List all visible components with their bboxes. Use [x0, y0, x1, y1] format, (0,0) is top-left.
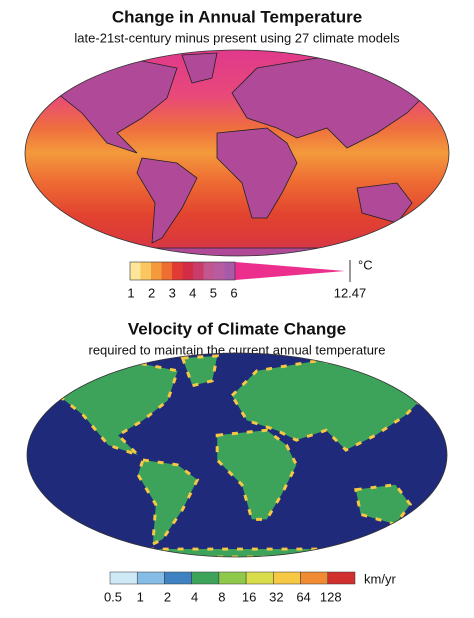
- colorbar-swatch: [191, 571, 220, 585]
- subtitle: required to maintain the current annual …: [88, 342, 385, 357]
- colorbar-swatch: [182, 262, 194, 280]
- colorbar-label: 64: [296, 589, 310, 604]
- colorbar-frame: [129, 261, 236, 281]
- colorbar-swatch: [161, 262, 173, 280]
- colorbar-swatch: [273, 571, 301, 585]
- colorbar-swatch: [214, 262, 225, 280]
- colorbar-swatch: [130, 262, 141, 280]
- colorbar-label: 12.47: [334, 285, 367, 300]
- title: Velocity of Climate Change: [128, 319, 346, 338]
- colorbar-swatch: [172, 262, 183, 280]
- velocity-map: [27, 353, 447, 557]
- colorbar-swatch: [218, 571, 247, 585]
- colorbar-label: 6: [230, 285, 237, 300]
- colorbar-swatch: [140, 262, 152, 280]
- colorbar-label: 8: [218, 589, 225, 604]
- colorbar-label: 16: [242, 589, 256, 604]
- colorbar-swatch: [164, 571, 192, 585]
- colorbar-label: 0.5: [104, 589, 122, 604]
- colorbar-swatch: [224, 262, 236, 280]
- map-outline: [26, 352, 448, 558]
- colorbar-label: 4: [191, 589, 198, 604]
- colorbar-swatch: [193, 262, 204, 280]
- colorbar-swatch: [136, 571, 165, 585]
- colorbar-swatch: [300, 571, 329, 585]
- colorbar-swatch: [327, 571, 356, 585]
- colorbar-label: 1: [127, 285, 134, 300]
- colorbar-label: 2: [148, 285, 155, 300]
- colorbar-unit: km/yr: [364, 571, 396, 586]
- colorbar-label: 128: [320, 589, 342, 604]
- colorbar-swatch: [245, 571, 274, 585]
- temperature-map: [25, 50, 449, 256]
- colorbar-label: 3: [169, 285, 176, 300]
- colorbar-label: 5: [210, 285, 217, 300]
- colorbar-label: 4: [189, 285, 196, 300]
- colorbar-label: 1: [137, 589, 144, 604]
- colorbar-swatch: [203, 262, 215, 280]
- colorbar-unit: °C: [358, 257, 373, 272]
- colorbar-swatch: [151, 262, 162, 280]
- colorbar-label: 32: [269, 589, 283, 604]
- colorbar-extension: [235, 262, 345, 280]
- subtitle: late-21st-century minus present using 27…: [74, 30, 400, 45]
- map-outline: [24, 49, 450, 257]
- colorbar-label: 2: [164, 589, 171, 604]
- colorbar-swatch: [109, 571, 138, 585]
- title: Change in Annual Temperature: [112, 7, 362, 26]
